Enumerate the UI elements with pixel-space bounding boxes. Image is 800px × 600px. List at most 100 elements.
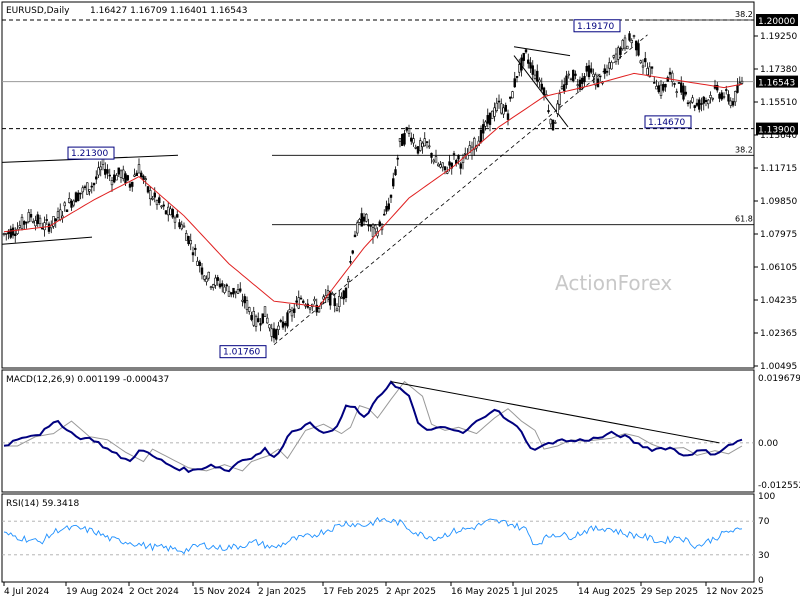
candle-body (484, 121, 487, 127)
candle-body (29, 214, 33, 218)
candle-body (131, 181, 134, 187)
candle-body (448, 161, 451, 166)
level-axis-label-2: 1.16543 (758, 79, 795, 89)
candle-body (675, 91, 678, 93)
candle-body (511, 91, 514, 99)
candle-body (268, 324, 271, 329)
candle-body (689, 101, 692, 104)
candle-body (281, 321, 285, 328)
candle-body (709, 95, 712, 99)
x-tick-label: 4 Jul 2024 (4, 587, 49, 597)
annotation-box-2 (573, 19, 621, 33)
candle-body (11, 227, 15, 236)
candle-body (63, 202, 66, 207)
candle-body (140, 172, 143, 177)
candle-body (704, 99, 708, 102)
candle-body (200, 267, 204, 275)
candle-body (491, 110, 494, 119)
candle-body (666, 77, 669, 82)
candle-body (396, 157, 399, 160)
candle-body (259, 323, 262, 326)
x-tick-label: 14 Aug 2025 (578, 587, 636, 597)
price-tick-label: 1.02365 (760, 329, 797, 339)
candle-body (502, 107, 505, 115)
candle-body (308, 307, 312, 310)
candle-body (405, 127, 408, 131)
candle-body (70, 200, 73, 208)
candle-body (403, 133, 406, 145)
candle-body (457, 154, 460, 160)
candle-body (371, 227, 375, 238)
candle-body (333, 298, 336, 307)
candle-body (295, 300, 298, 303)
candle-body (599, 75, 602, 78)
candle-body (221, 283, 224, 287)
candle-body (225, 284, 228, 287)
candle-body (515, 76, 519, 78)
candle-body (533, 74, 537, 79)
candle-body (711, 97, 714, 100)
candle-body (241, 299, 244, 302)
candle-body (740, 80, 744, 84)
candle-body (198, 261, 201, 267)
candle-body (124, 173, 127, 184)
price-layer: 38.2 38.2 61.8 1.21300 1.01760 1.19170 1.14670 (1, 10, 754, 359)
price-tick-label: 1.15510 (760, 98, 797, 108)
candle-body (425, 141, 429, 143)
candle-body (272, 328, 276, 339)
symbol-label: EURUSD,Daily (6, 6, 70, 16)
candle-body (389, 194, 393, 198)
candle-body (205, 278, 208, 283)
annotation-label-0: 1.21300 (71, 149, 108, 159)
candle-body (34, 220, 37, 227)
candle-body (360, 213, 363, 227)
wedge-line-bottom (513, 55, 569, 128)
candle-body (529, 62, 532, 69)
candle-body (302, 300, 305, 303)
candle-body (223, 286, 226, 293)
candle-body (189, 240, 192, 245)
axes-layer: 1.19250 1.17380 1.15510 1.13640 1.11715 1.098… (3, 14, 800, 597)
candle-body (90, 185, 93, 188)
candle-body (232, 287, 235, 295)
candle-body (254, 315, 258, 327)
candle-body (713, 85, 717, 89)
candle-body (473, 138, 476, 150)
candle-body (32, 221, 35, 224)
candle-body (43, 222, 46, 231)
macd-title: MACD(12,26,9) 0.001199 -0.000437 (6, 375, 169, 385)
candle-body (605, 70, 609, 73)
annotation-box-1 (219, 345, 267, 359)
candle-body (36, 214, 39, 224)
candle-body (446, 171, 449, 174)
candle-body (106, 169, 109, 174)
candle-body (554, 122, 557, 124)
level-axis-label-1: 1.13900 (758, 126, 795, 136)
candle-body (290, 310, 294, 317)
candle-body (641, 65, 645, 68)
candle-body (648, 66, 651, 78)
candle-body (119, 170, 123, 178)
candle-body (234, 290, 237, 294)
annotation-box-0 (67, 146, 115, 160)
candle-body (74, 192, 78, 203)
candle-body (317, 308, 321, 313)
macd-layer (2, 380, 754, 474)
candle-body (594, 74, 597, 86)
candle-body (362, 216, 366, 222)
candle-body (716, 84, 719, 91)
candle-body (540, 83, 543, 90)
candle-body (263, 306, 267, 317)
candle-body (383, 213, 386, 216)
candle-body (443, 166, 447, 171)
candle-body (466, 154, 469, 160)
candle-body (729, 100, 732, 106)
candle-body (423, 138, 426, 147)
candle-body (216, 277, 219, 281)
candle-body (313, 298, 316, 302)
candle-body (369, 224, 372, 227)
candle-body (610, 62, 613, 70)
candle-body (437, 163, 440, 167)
candle-body (25, 221, 28, 224)
candle-body (707, 99, 710, 105)
